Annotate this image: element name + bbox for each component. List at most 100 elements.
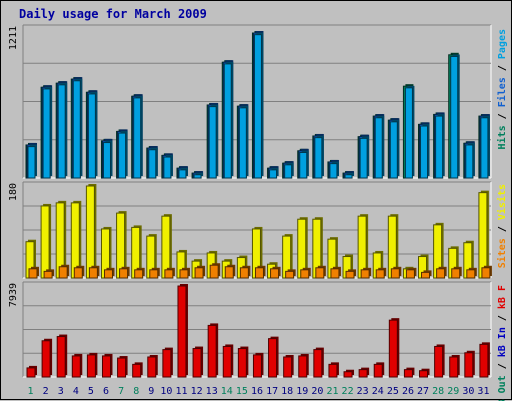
sites-bar — [209, 264, 219, 279]
panel-3-legend: kB Out / kB In / kB F — [497, 285, 508, 401]
kbf-bar — [71, 355, 81, 378]
pages-bar — [118, 132, 127, 179]
sites-bar — [405, 269, 415, 279]
visits-bar — [85, 185, 95, 279]
pages-bar — [102, 142, 111, 179]
legend-kb-out: kB Out — [497, 375, 508, 401]
x-tick-label: 16 — [251, 386, 263, 397]
kbf-bar — [328, 363, 338, 378]
x-tick-label: 1 — [28, 386, 34, 397]
pages-bar — [253, 34, 262, 179]
legend-sites: Sites — [496, 238, 508, 268]
x-tick-label: 8 — [133, 386, 139, 397]
sites-bar — [421, 271, 431, 279]
x-tick-label: 5 — [88, 386, 94, 397]
kbf-bar — [86, 354, 96, 378]
pages-bar — [344, 174, 353, 179]
x-tick-label: 11 — [175, 386, 187, 397]
sites-bar — [119, 268, 129, 279]
pages-bar — [208, 106, 217, 179]
kbf-bar — [388, 319, 398, 378]
kbf-bar — [207, 324, 217, 378]
pages-bar — [420, 125, 429, 179]
kbf-bar — [419, 370, 429, 378]
pages-bar — [133, 97, 142, 179]
legend-visits: Visits — [496, 184, 508, 220]
kbf-bar — [479, 343, 489, 378]
sites-bar — [436, 268, 446, 279]
x-tick-label: 31 — [477, 386, 489, 397]
x-tick-label: 30 — [462, 386, 474, 397]
pages-bar — [374, 117, 383, 179]
sites-bar — [194, 267, 204, 279]
legend-separator: / — [497, 309, 508, 327]
legend-separator: / — [497, 220, 508, 238]
sites-bar — [149, 269, 159, 279]
chart-title: Daily usage for March 2009 — [19, 7, 207, 21]
kbf-bar — [403, 369, 413, 378]
pages-bar — [435, 115, 444, 179]
x-tick-label: 24 — [372, 386, 384, 397]
kbf-bar — [313, 349, 323, 378]
sites-bar — [390, 268, 400, 279]
x-tick-label: 17 — [266, 386, 278, 397]
x-tick-label: 4 — [73, 386, 79, 397]
panel-1-ymax-label: 1211 — [8, 26, 19, 50]
x-tick-label: 2 — [43, 386, 49, 397]
legend-files: Files — [496, 77, 508, 107]
x-tick-label: 22 — [342, 386, 354, 397]
kbf-bar — [252, 354, 262, 378]
sites-bar — [345, 270, 355, 279]
pages-bar — [284, 164, 293, 179]
x-tick-label: 20 — [311, 386, 323, 397]
x-tick-label: 25 — [387, 386, 399, 397]
kbf-bar — [283, 356, 293, 378]
legend-kb-f: kB F — [497, 285, 508, 309]
visits-bar — [40, 205, 50, 279]
panel-3-ymax-label: 7939 — [8, 283, 19, 307]
kbf-bar — [268, 338, 278, 378]
legend-pages: Pages — [497, 29, 508, 59]
kbf-bar — [56, 336, 66, 378]
pages-bar — [163, 156, 172, 179]
kbf-bar — [162, 349, 172, 378]
visits-bar — [478, 192, 488, 279]
kbf-bar — [464, 352, 474, 378]
legend-separator: / — [497, 357, 508, 375]
kbf-bar — [177, 285, 187, 378]
pages-bar — [223, 63, 232, 179]
kbf-bar — [147, 356, 157, 378]
sites-bar — [270, 268, 280, 279]
sites-bar — [451, 268, 461, 279]
sites-bar — [164, 269, 174, 279]
pages-bar — [329, 163, 338, 179]
kbf-bar — [343, 371, 353, 378]
sites-bar — [179, 269, 189, 279]
pages-bar — [299, 151, 308, 179]
x-tick-label: 28 — [432, 386, 444, 397]
x-tick-label: 10 — [160, 386, 172, 397]
legend-separator: / — [497, 107, 508, 125]
sites-bar — [103, 269, 113, 279]
sites-bar — [315, 267, 325, 279]
kbf-bar — [358, 369, 368, 378]
pages-bar — [389, 121, 398, 179]
sites-bar — [43, 270, 53, 279]
x-tick-label: 18 — [281, 386, 293, 397]
x-tick-label: 21 — [326, 386, 338, 397]
panel-2-ymax-label: 180 — [8, 183, 19, 201]
pages-bar — [238, 107, 247, 179]
kbf-bar — [192, 348, 202, 378]
kbf-bar — [26, 367, 36, 378]
x-tick-label: 19 — [296, 386, 308, 397]
sites-bar — [285, 270, 295, 279]
pages-bar — [72, 80, 81, 179]
pages-bar — [148, 149, 157, 179]
pages-bar — [178, 169, 187, 179]
sites-bar — [73, 267, 83, 279]
sites-bar — [28, 268, 38, 279]
x-tick-label: 29 — [447, 386, 459, 397]
sites-bar — [88, 267, 98, 279]
sites-bar — [300, 269, 310, 279]
